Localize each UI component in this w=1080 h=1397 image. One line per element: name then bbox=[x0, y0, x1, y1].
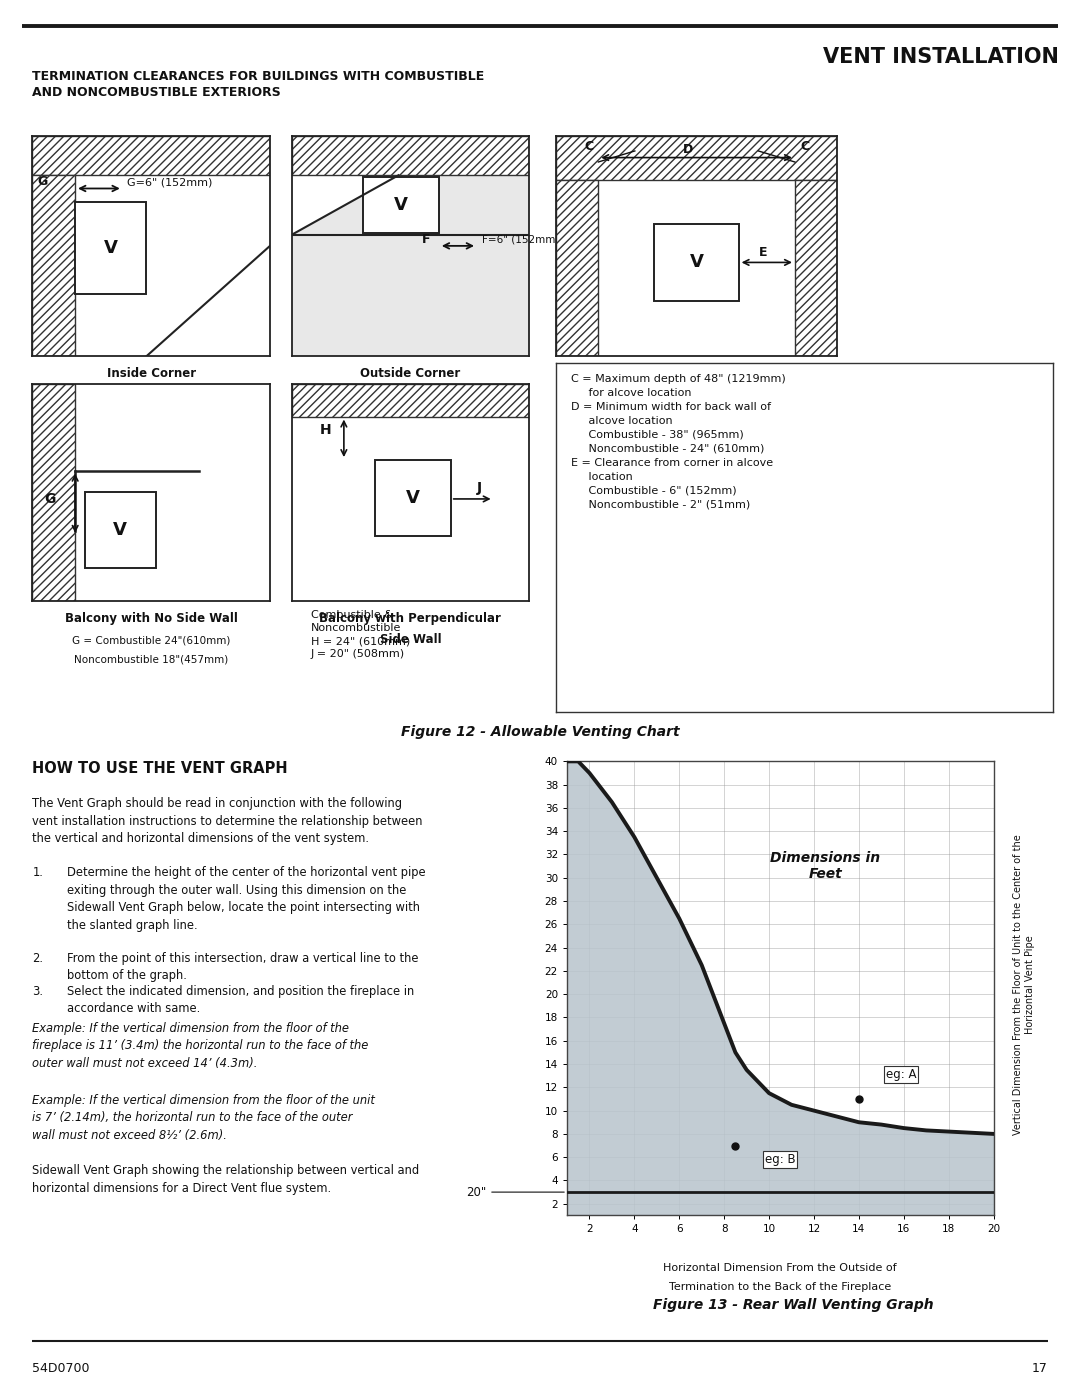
Text: Side Wall: Side Wall bbox=[379, 633, 442, 647]
Text: C: C bbox=[800, 140, 810, 152]
Text: J: J bbox=[477, 482, 482, 496]
Text: 3.: 3. bbox=[32, 985, 43, 997]
Polygon shape bbox=[32, 136, 270, 175]
Text: 20": 20" bbox=[465, 1186, 564, 1199]
Text: Dimensions in
Feet: Dimensions in Feet bbox=[770, 851, 880, 882]
Text: eg: B: eg: B bbox=[765, 1153, 795, 1166]
Polygon shape bbox=[556, 136, 837, 180]
Text: Sidewall Vent Graph showing the relationship between vertical and
horizontal dim: Sidewall Vent Graph showing the relation… bbox=[32, 1164, 419, 1194]
Text: D: D bbox=[683, 142, 693, 156]
Text: G = Combustible 24"(610mm): G = Combustible 24"(610mm) bbox=[72, 636, 230, 645]
Text: E: E bbox=[758, 246, 767, 258]
Text: TERMINATION CLEARANCES FOR BUILDINGS WITH COMBUSTIBLE
AND NONCOMBUSTIBLE EXTERIO: TERMINATION CLEARANCES FOR BUILDINGS WIT… bbox=[32, 70, 485, 99]
Text: Figure 13 - Rear Wall Venting Graph: Figure 13 - Rear Wall Venting Graph bbox=[653, 1298, 934, 1312]
Polygon shape bbox=[32, 384, 76, 601]
Text: Inside Corner: Inside Corner bbox=[107, 367, 195, 380]
Text: G: G bbox=[37, 175, 48, 189]
Text: Figure 12 - Allowable Venting Chart: Figure 12 - Allowable Venting Chart bbox=[401, 725, 679, 739]
FancyBboxPatch shape bbox=[375, 460, 450, 536]
Polygon shape bbox=[556, 180, 598, 356]
Text: C: C bbox=[584, 140, 593, 152]
Text: V: V bbox=[690, 253, 703, 271]
Text: V: V bbox=[394, 196, 408, 214]
Polygon shape bbox=[795, 180, 837, 356]
Text: Balcony with No Side Wall: Balcony with No Side Wall bbox=[65, 612, 238, 624]
Text: Alcove Location: Alcove Location bbox=[645, 367, 748, 380]
Text: Combustible &
Noncombustible
H = 24" (610mm)
J = 20" (508mm): Combustible & Noncombustible H = 24" (61… bbox=[311, 610, 409, 659]
FancyBboxPatch shape bbox=[654, 224, 739, 302]
Text: C = Maximum depth of 48" (1219mm)
     for alcove location
D = Minimum width for: C = Maximum depth of 48" (1219mm) for al… bbox=[571, 374, 786, 510]
Text: 1.: 1. bbox=[32, 866, 43, 879]
Text: F: F bbox=[422, 232, 431, 246]
Text: From the point of this intersection, draw a vertical line to the
bottom of the g: From the point of this intersection, dra… bbox=[67, 951, 418, 982]
Text: HOW TO USE THE VENT GRAPH: HOW TO USE THE VENT GRAPH bbox=[32, 761, 288, 777]
Polygon shape bbox=[292, 175, 529, 356]
Polygon shape bbox=[292, 384, 529, 416]
Polygon shape bbox=[292, 136, 529, 175]
Text: VENT INSTALLATION: VENT INSTALLATION bbox=[823, 47, 1058, 67]
Text: Vertical Dimension From the Floor of Unit to the Center of the
Horizontal Vent P: Vertical Dimension From the Floor of Uni… bbox=[1013, 834, 1035, 1136]
Polygon shape bbox=[567, 761, 994, 1215]
Text: Determine the height of the center of the horizontal vent pipe
exiting through t: Determine the height of the center of th… bbox=[67, 866, 426, 932]
Text: Noncombustible 18"(457mm): Noncombustible 18"(457mm) bbox=[75, 655, 228, 665]
Text: V: V bbox=[406, 489, 420, 507]
Text: Horizontal Dimension From the Outside of: Horizontal Dimension From the Outside of bbox=[663, 1263, 896, 1273]
Text: 54D0700: 54D0700 bbox=[32, 1362, 90, 1375]
Text: V: V bbox=[113, 521, 127, 539]
Text: H: H bbox=[320, 423, 332, 437]
Polygon shape bbox=[32, 175, 76, 356]
Text: Outside Corner: Outside Corner bbox=[361, 367, 460, 380]
Text: The Vent Graph should be read in conjunction with the following
vent installatio: The Vent Graph should be read in conjunc… bbox=[32, 798, 423, 845]
FancyBboxPatch shape bbox=[363, 177, 438, 233]
Text: eg: A: eg: A bbox=[886, 1069, 916, 1081]
Text: F=6" (152mm): F=6" (152mm) bbox=[482, 235, 559, 244]
Text: Termination to the Back of the Fireplace: Termination to the Back of the Fireplace bbox=[669, 1282, 891, 1292]
Text: V: V bbox=[104, 239, 118, 257]
Text: G=6" (152mm): G=6" (152mm) bbox=[127, 177, 213, 187]
Text: Select the indicated dimension, and position the fireplace in
accordance with sa: Select the indicated dimension, and posi… bbox=[67, 985, 414, 1016]
Text: 17: 17 bbox=[1031, 1362, 1048, 1375]
FancyBboxPatch shape bbox=[84, 493, 156, 569]
Text: G: G bbox=[44, 492, 56, 506]
Text: Balcony with Perpendicular: Balcony with Perpendicular bbox=[320, 612, 501, 624]
Text: 2.: 2. bbox=[32, 951, 43, 965]
Text: Example: If the vertical dimension from the floor of the unit
is 7’ (2.14m), the: Example: If the vertical dimension from … bbox=[32, 1094, 375, 1141]
Text: Example: If the vertical dimension from the floor of the
fireplace is 11’ (3.4m): Example: If the vertical dimension from … bbox=[32, 1021, 368, 1070]
FancyBboxPatch shape bbox=[76, 201, 147, 295]
